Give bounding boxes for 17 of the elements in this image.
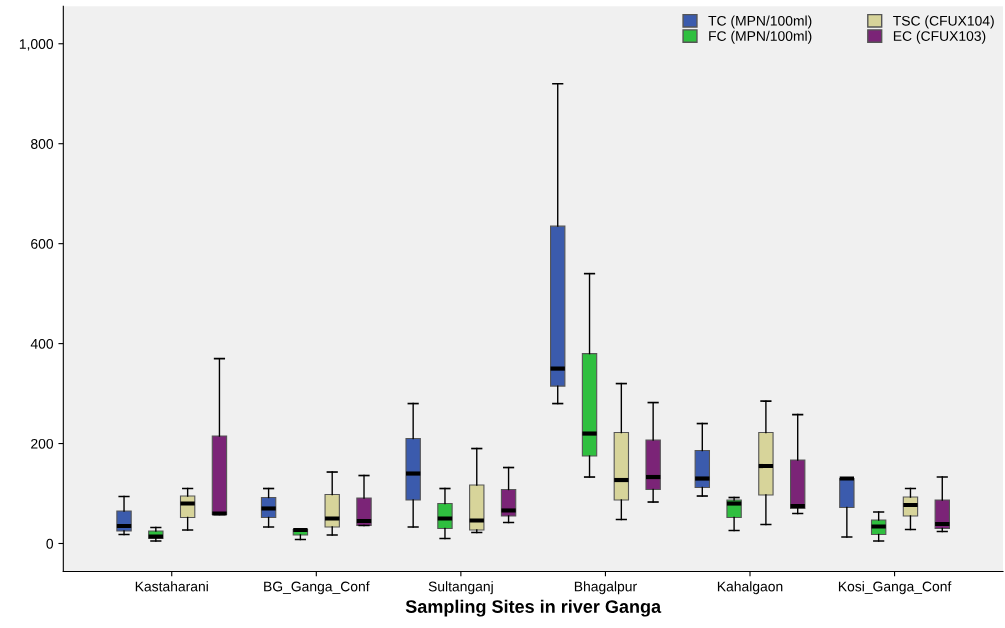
- legend-label: FC (MPN/100ml): [709, 30, 812, 44]
- x-tick-label: Kastaharani: [135, 581, 208, 592]
- x-tick-label: Kosi_Ganga_Conf: [838, 581, 952, 595]
- x-tick-label: Kahalgaon: [717, 581, 783, 595]
- x-tick-label: BG_Ganga_Conf: [264, 581, 370, 595]
- x-tick-label: Sultanganj: [428, 581, 493, 595]
- y-tick-label: 0: [46, 538, 54, 549]
- x-tick-label: Bhagalpur: [574, 581, 637, 595]
- y-tick-label: 800: [31, 139, 54, 149]
- legend-label: TC (MPN/100ml): [708, 15, 812, 29]
- x-axis-title: Sampling Sites in river Ganga: [405, 599, 662, 617]
- y-tick-label: 400: [30, 338, 54, 349]
- y-tick-label: 600: [31, 238, 54, 249]
- y-tick-label: 200: [31, 438, 54, 449]
- legend-label: EC (CFUX103): [893, 30, 986, 44]
- y-tick-label: 1,000: [19, 39, 54, 51]
- legend-label: TSC (CFUX104): [893, 15, 994, 29]
